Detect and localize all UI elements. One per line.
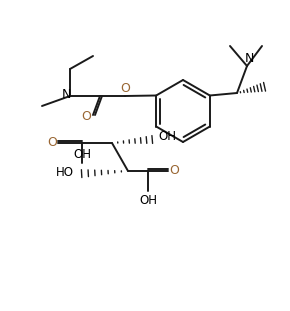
Text: O: O [169, 165, 179, 178]
Text: O: O [81, 110, 91, 123]
Text: OH: OH [139, 193, 157, 207]
Text: N: N [61, 89, 71, 101]
Text: N: N [244, 52, 254, 64]
Text: OH: OH [158, 131, 176, 143]
Text: HO: HO [56, 165, 74, 179]
Text: O: O [120, 81, 130, 95]
Text: O: O [47, 137, 57, 150]
Text: OH: OH [73, 147, 91, 160]
